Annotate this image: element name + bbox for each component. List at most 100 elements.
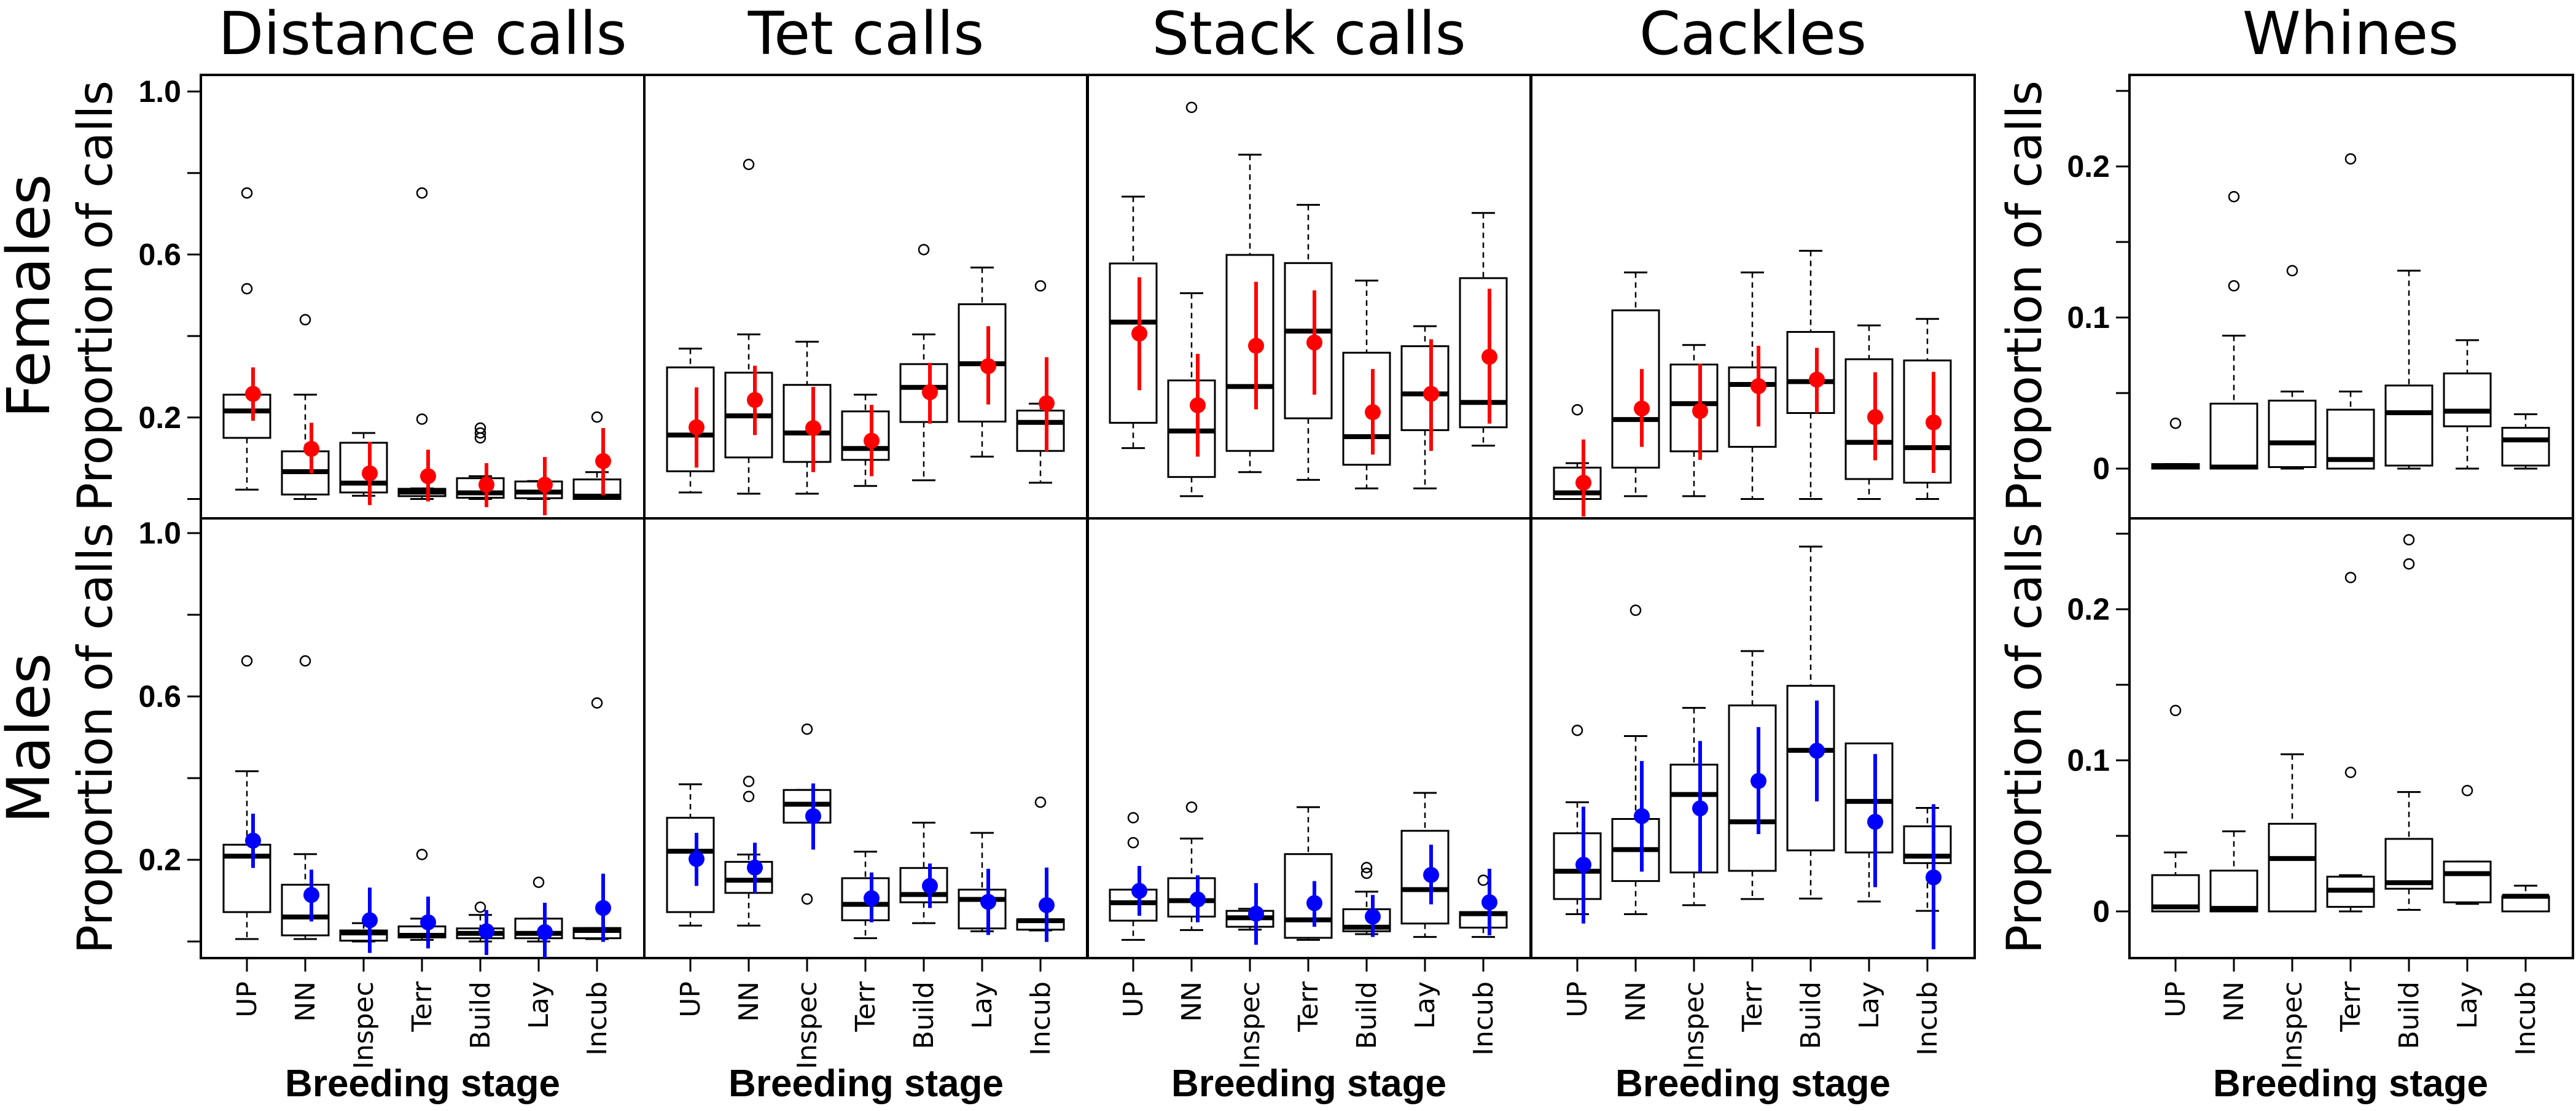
mean-point bbox=[1809, 372, 1825, 388]
mean-point bbox=[1423, 867, 1439, 883]
box-nn bbox=[2209, 870, 2258, 913]
mean-point bbox=[245, 386, 261, 402]
panel-title-stack: Stack calls bbox=[1152, 0, 1466, 68]
mean-point bbox=[1365, 404, 1381, 421]
y-tick-label: 0.2 bbox=[2067, 592, 2110, 626]
y-axis-label-whines-females: Proportion of calls bbox=[1997, 80, 2053, 512]
box-build bbox=[1786, 685, 1835, 852]
mean-point bbox=[1131, 883, 1147, 899]
x-tick-label: NN bbox=[733, 981, 765, 1022]
outlier-point bbox=[474, 432, 486, 444]
outlier-point bbox=[2286, 265, 2298, 276]
mean-point bbox=[420, 468, 436, 485]
x-tick-label: Inspec bbox=[792, 981, 823, 1069]
mean-point bbox=[922, 384, 938, 400]
mean-point bbox=[1365, 908, 1381, 925]
y-tick-label: 0.6 bbox=[138, 237, 181, 271]
mean-point bbox=[1751, 378, 1766, 394]
mean-point bbox=[1575, 474, 1591, 491]
mean-point bbox=[1190, 397, 1206, 413]
x-tick-label: Terr bbox=[2335, 981, 2367, 1032]
box-terr bbox=[1728, 366, 1777, 448]
box-lay bbox=[958, 889, 1007, 930]
mean-point bbox=[1926, 414, 1942, 431]
box-build bbox=[2384, 384, 2434, 467]
x-axis-label-tet: Breeding stage bbox=[728, 1062, 1004, 1105]
x-tick-label: Lay bbox=[967, 981, 998, 1029]
outlier-point bbox=[1477, 875, 1489, 886]
y-tick-label: 0 bbox=[2093, 451, 2110, 486]
x-tick-label: Incub bbox=[582, 981, 613, 1056]
mean-point bbox=[689, 419, 704, 435]
outlier-point bbox=[1360, 867, 1373, 879]
mean-point bbox=[689, 851, 704, 867]
box-inspec bbox=[1225, 254, 1274, 452]
x-tick-label: Build bbox=[1795, 981, 1827, 1049]
outlier-point bbox=[801, 723, 813, 735]
outlier-point bbox=[241, 283, 253, 295]
outlier-point bbox=[241, 187, 253, 199]
outlier-point bbox=[591, 411, 603, 423]
y-axis-label-whines-males: Proportion of calls bbox=[1997, 523, 2053, 954]
outlier-point bbox=[1185, 801, 1198, 813]
x-tick-label: UP bbox=[675, 981, 706, 1018]
mean-point bbox=[303, 887, 319, 903]
outlier-point bbox=[1034, 796, 1047, 808]
x-tick-label: NN bbox=[1620, 981, 1652, 1022]
outlier-point bbox=[801, 893, 813, 905]
mean-point bbox=[1809, 743, 1825, 759]
mean-point bbox=[537, 477, 553, 493]
box-inspec bbox=[2268, 822, 2317, 913]
mean-point bbox=[1131, 326, 1147, 342]
x-tick-label: Terr bbox=[850, 981, 881, 1032]
x-tick-label: UP bbox=[232, 981, 263, 1018]
x-axis-label-stack: Breeding stage bbox=[1171, 1062, 1446, 1105]
box-lay bbox=[2443, 372, 2492, 427]
outlier-point bbox=[2461, 784, 2473, 797]
mean-point bbox=[1039, 897, 1055, 913]
outlier-point bbox=[2344, 572, 2357, 583]
outlier-point bbox=[743, 776, 755, 787]
box-nn bbox=[1611, 309, 1660, 469]
panel-title-whines: Whines bbox=[2242, 0, 2459, 68]
outlier-point bbox=[1127, 836, 1139, 849]
mean-point bbox=[1692, 800, 1708, 817]
outlier-point bbox=[1127, 812, 1139, 824]
outlier-point bbox=[2344, 766, 2357, 778]
x-tick-label: Incub bbox=[1025, 981, 1056, 1056]
mean-point bbox=[1481, 894, 1497, 911]
row-label-males: Males bbox=[0, 653, 63, 823]
outlier-point bbox=[2344, 153, 2357, 165]
outlier-point bbox=[1034, 280, 1047, 292]
mean-point bbox=[478, 923, 494, 940]
y-axis-label-males: Proportion of calls bbox=[68, 523, 123, 954]
x-tick-label: UP bbox=[1562, 981, 1593, 1018]
outlier-point bbox=[918, 244, 930, 255]
x-tick-label: NN bbox=[1176, 981, 1208, 1022]
outlier-point bbox=[2403, 534, 2415, 546]
mean-point bbox=[864, 432, 880, 449]
mean-point bbox=[1575, 856, 1591, 873]
mean-point bbox=[805, 420, 821, 437]
box-build bbox=[1786, 330, 1835, 415]
outlier-point bbox=[1185, 101, 1198, 114]
box-up bbox=[222, 394, 271, 439]
outlier-point bbox=[743, 158, 755, 171]
mean-point bbox=[595, 900, 611, 916]
x-tick-label: Build bbox=[2394, 981, 2425, 1049]
x-tick-label: Build bbox=[465, 981, 496, 1049]
mean-point bbox=[478, 477, 494, 493]
mean-point bbox=[1248, 338, 1264, 354]
box-incub bbox=[1016, 410, 1065, 452]
x-axis-label-whines: Breeding stage bbox=[2213, 1062, 2488, 1105]
mean-point bbox=[420, 914, 436, 930]
y-tick-label: 1.0 bbox=[138, 74, 181, 109]
mean-point bbox=[362, 912, 378, 929]
box-terr bbox=[1284, 853, 1333, 939]
x-axis-label-distance: Breeding stage bbox=[285, 1062, 560, 1105]
mean-point bbox=[362, 465, 378, 481]
outlier-point bbox=[1571, 403, 1583, 416]
y-tick-label: 0 bbox=[2093, 894, 2110, 929]
mean-point bbox=[1481, 348, 1497, 365]
mean-point bbox=[1423, 386, 1439, 402]
